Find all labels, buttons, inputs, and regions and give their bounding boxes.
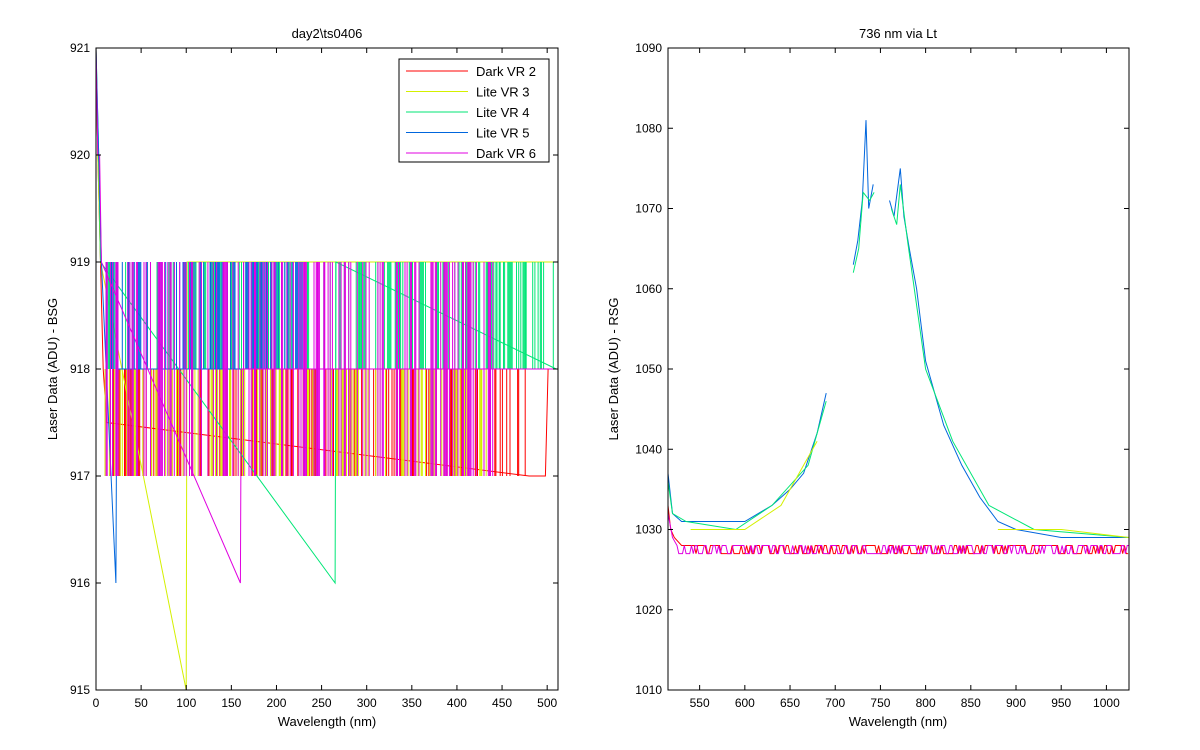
left-ticks: 0 50 100 150 200 250 300 350 400 450 500 915 916 917 9…: [70, 41, 558, 710]
right-series-3-line: [667, 505, 1129, 555]
left-x-tick-label: 200: [266, 696, 286, 710]
left-x-tick-label: 100: [176, 696, 196, 710]
left-x-tick-label: 300: [357, 696, 377, 710]
right-series-1-line: [890, 184, 1130, 538]
right-y-tick-label: 1040: [635, 442, 662, 456]
right-y-tick-label: 1010: [635, 683, 662, 697]
legend: Dark VR 2 Lite VR 3 Lite VR 4 Lite VR 5 Dark…: [398, 58, 550, 163]
right-x-tick-label: 700: [825, 696, 845, 710]
right-y-tick-label: 1020: [635, 603, 662, 617]
right-y-tick-label: 1050: [635, 362, 662, 376]
right-y-axis-label: Laser Data (ADU) - RSG: [606, 297, 621, 440]
left-x-tick-label: 0: [93, 696, 100, 710]
left-x-tick-label: 450: [492, 696, 512, 710]
left-x-tick-label: 50: [134, 696, 148, 710]
left-axes: 0 50 100 150 200 250 300 350 400 450 500 915 916 917 9…: [45, 26, 559, 729]
left-series-3-line: [95, 47, 557, 584]
right-x-tick-label: 550: [690, 696, 710, 710]
right-y-tick-label: 1090: [635, 41, 662, 55]
legend-label: Dark VR 2: [476, 64, 536, 79]
left-x-tick-label: 500: [537, 696, 557, 710]
right-series-3: [667, 505, 1129, 555]
right-x-tick-label: 750: [870, 696, 890, 710]
right-series-4: [667, 513, 1129, 555]
right-y-tick-label: 1070: [635, 202, 662, 216]
right-series-group: [667, 120, 1130, 555]
left-y-tick-label: 919: [70, 255, 90, 269]
right-y-tick-label: 1060: [635, 282, 662, 296]
left-y-axis-label: Laser Data (ADU) - BSG: [45, 298, 60, 440]
right-x-tick-label: 900: [1006, 696, 1026, 710]
left-x-tick-label: 150: [221, 696, 241, 710]
left-y-tick-label: 920: [70, 148, 90, 162]
right-x-tick-label: 800: [916, 696, 936, 710]
legend-label: Lite VR 4: [476, 105, 529, 120]
right-series-2: [690, 440, 1130, 538]
right-x-tick-label: 850: [961, 696, 981, 710]
left-x-tick-label: 400: [447, 696, 467, 710]
right-x-tick-label: 650: [780, 696, 800, 710]
left-x-tick-label: 250: [312, 696, 332, 710]
right-x-tick-label: 600: [735, 696, 755, 710]
legend-label: Dark VR 6: [476, 146, 536, 161]
right-x-tick-label: 950: [1051, 696, 1071, 710]
right-chart-title: 736 nm via Lt: [859, 26, 937, 41]
right-series-4-line: [667, 513, 1129, 555]
left-x-axis-label: Wavelength (nm): [278, 714, 377, 729]
legend-label: Lite VR 5: [476, 126, 529, 141]
right-plot-area: [668, 48, 1129, 690]
left-x-tick-label: 350: [402, 696, 422, 710]
right-x-tick-label: 1000: [1093, 696, 1120, 710]
left-y-tick-label: 916: [70, 576, 90, 590]
right-series-2-line: [997, 529, 1130, 538]
right-y-tick-label: 1030: [635, 523, 662, 537]
left-y-tick-label: 918: [70, 362, 90, 376]
right-series-2-line: [690, 440, 818, 530]
left-series-group: [95, 47, 557, 691]
right-x-axis-label: Wavelength (nm): [849, 714, 948, 729]
legend-box: [398, 58, 550, 163]
left-y-tick-label: 915: [70, 683, 90, 697]
left-series-4-flicker: [105, 262, 494, 476]
right-series-1-line: [852, 191, 875, 273]
left-y-tick-label: 921: [70, 41, 90, 55]
right-axes: 550 600 650 700 750 800 850 900 950 1000 1010 1020 1…: [606, 26, 1130, 729]
right-series-0-line: [889, 168, 1129, 538]
legend-label: Lite VR 3: [476, 85, 529, 100]
left-y-tick-label: 917: [70, 469, 90, 483]
left-chart-title: day2\ts0406: [292, 26, 363, 41]
right-ticks: 550 600 650 700 750 800 850 900 950 1000 1010 1020 1…: [635, 41, 1129, 710]
right-y-tick-label: 1080: [635, 121, 662, 135]
right-series-0-line: [852, 120, 874, 265]
